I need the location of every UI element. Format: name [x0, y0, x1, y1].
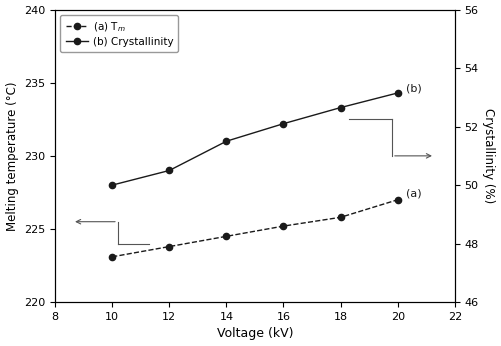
- X-axis label: Voltage (kV): Voltage (kV): [217, 327, 293, 340]
- Text: (b): (b): [406, 83, 422, 93]
- Y-axis label: Crystallinity (%): Crystallinity (%): [482, 108, 495, 203]
- Text: (a): (a): [406, 189, 422, 199]
- Legend: (a) T$_m$, (b) Crystallinity: (a) T$_m$, (b) Crystallinity: [60, 15, 178, 52]
- Y-axis label: Melting temperature (°C): Melting temperature (°C): [6, 81, 19, 231]
